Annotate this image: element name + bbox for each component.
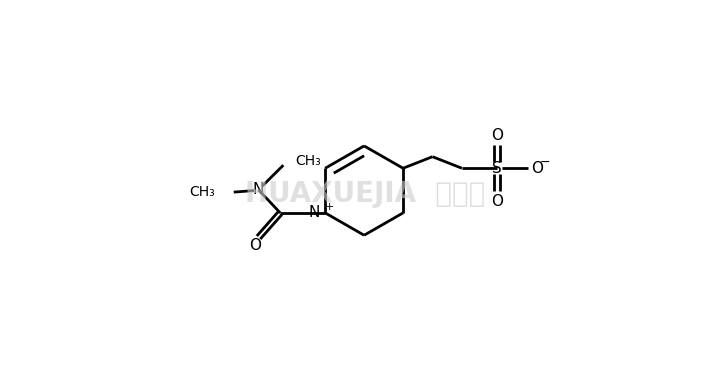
Text: S: S [492,161,502,176]
Text: +: + [325,202,334,212]
Text: N: N [308,206,320,220]
Text: CH₃: CH₃ [189,185,215,199]
Text: HUAXUEJIA  化学加: HUAXUEJIA 化学加 [245,180,485,208]
Text: O: O [491,194,503,209]
Text: O: O [491,128,503,143]
Text: −: − [540,156,550,169]
Text: N: N [253,182,264,197]
Text: CH₃: CH₃ [295,154,322,168]
Text: O: O [249,238,261,253]
Text: O: O [531,161,543,176]
